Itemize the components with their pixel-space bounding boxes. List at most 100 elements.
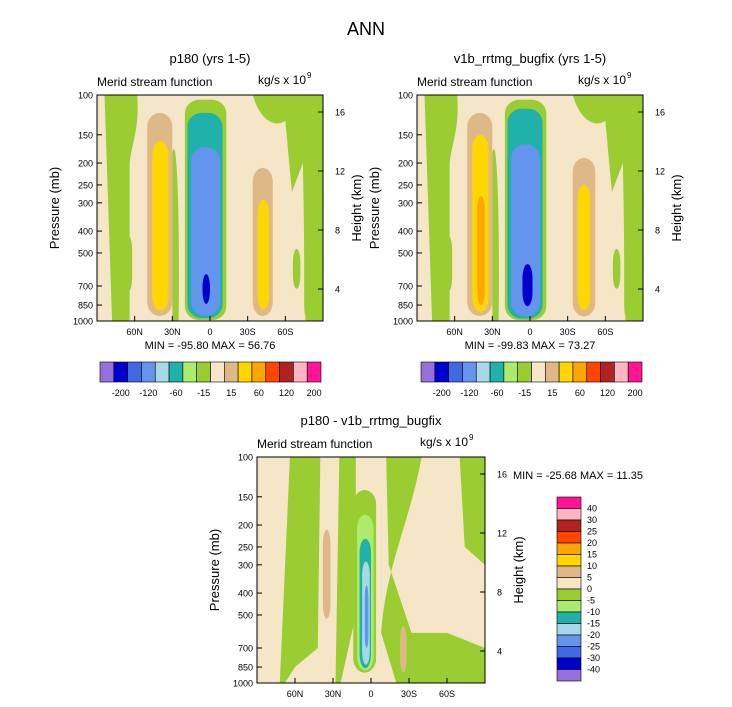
pressure-tick-label: 200	[398, 159, 413, 169]
colorbar-swatch	[556, 554, 582, 567]
colorbar-swatch	[127, 361, 142, 383]
colorbar-swatch	[556, 634, 582, 647]
contour-cell	[322, 529, 331, 619]
stats-text: MIN = -95.80 MAX = 56.76	[145, 340, 276, 352]
pressure-tick-label: 500	[78, 248, 93, 258]
colorbar-label: 15	[547, 388, 557, 398]
lat-tick-label: 60S	[439, 689, 455, 699]
pressure-tick-label: 200	[238, 521, 253, 531]
colorbar-swatch	[141, 361, 156, 383]
contour-region	[172, 148, 179, 321]
y2-axis-label: Height (km)	[511, 536, 526, 603]
contour-cell	[522, 264, 533, 307]
panel-subtitle: Merid stream function	[417, 75, 532, 89]
colorbar-label: -5	[587, 596, 595, 606]
contour-field	[257, 457, 485, 683]
panel-title: v1b_rrtmg_bugfix (yrs 1-5)	[454, 51, 606, 66]
pressure-tick-label: 400	[238, 589, 253, 599]
colorbar-swatch	[556, 531, 582, 544]
contour-cell	[257, 199, 270, 310]
colorbar-label: 20	[587, 538, 597, 548]
panel-title: p180 - v1b_rrtmg_bugfix	[301, 413, 442, 428]
panel-2: v1b_rrtmg_bugfix (yrs 1-5) Merid stream f…	[367, 51, 684, 398]
panel-units-exponent: 9	[307, 71, 312, 80]
colorbar-label: 60	[254, 388, 264, 398]
colorbar-swatch	[556, 577, 582, 590]
colorbar-swatch	[627, 361, 643, 383]
contour-cell	[152, 141, 169, 311]
colorbar-swatch	[434, 361, 449, 383]
colorbar-label: -15	[587, 619, 600, 629]
pressure-tick-label: 300	[398, 198, 413, 208]
colorbar-swatch	[475, 361, 491, 383]
pressure-tick-label: 150	[238, 492, 253, 502]
colorbar-label: 40	[587, 504, 597, 514]
height-tick-label: 4	[497, 647, 502, 657]
panels: p180 (yrs 1-5) Merid stream function kg/s …	[47, 51, 684, 699]
colorbar-swatch	[556, 542, 582, 555]
height-tick-label: 16	[335, 108, 345, 118]
panel-units-exponent: 9	[627, 71, 632, 80]
pressure-tick-label: 300	[238, 560, 253, 570]
colorbar-label: -200	[112, 388, 130, 398]
contour-region	[417, 95, 433, 321]
colorbar-label: 30	[587, 515, 597, 525]
contour-cell	[511, 144, 541, 317]
colorbar-swatch	[154, 361, 170, 383]
colorbar-swatch	[531, 361, 546, 383]
height-tick-label: 4	[335, 285, 340, 295]
pressure-tick-label: 1000	[73, 317, 93, 327]
stats-text: MIN = -25.68 MAX = 11.35	[513, 470, 643, 482]
stats-text: MIN = -99.83 MAX = 73.27	[465, 340, 596, 352]
panel-subtitle: Merid stream function	[97, 75, 212, 89]
colorbar-label: 0	[587, 584, 592, 594]
colorbar-swatch	[99, 361, 115, 383]
height-tick-label: 8	[497, 588, 502, 598]
y-axis-label: Pressure (mb)	[367, 167, 382, 249]
colorbar-label: 5	[587, 573, 592, 583]
figure-title: ANN	[347, 19, 385, 39]
contour-region	[459, 457, 485, 565]
colorbar-swatch	[572, 361, 588, 383]
pressure-tick-label: 100	[78, 91, 93, 101]
pressure-tick-label: 700	[398, 281, 413, 291]
pressure-tick-label: 250	[78, 180, 93, 190]
colorbar-label: -120	[139, 388, 157, 398]
colorbar-label: 15	[226, 388, 236, 398]
colorbar-label: 60	[575, 388, 585, 398]
colorbar-swatch	[224, 361, 239, 383]
contour-cell	[444, 235, 453, 292]
lat-tick-label: 30S	[401, 689, 417, 699]
colorbar-label: -60	[169, 388, 182, 398]
panel-title: p180 (yrs 1-5)	[170, 51, 251, 66]
lat-tick-label: 0	[368, 689, 373, 699]
panel-3: p180 - v1b_rrtmg_bugfix Merid stream func…	[207, 413, 643, 699]
colorbar-swatch	[586, 361, 601, 383]
panel-units: kg/s x 10	[420, 435, 468, 449]
contour-field	[417, 95, 643, 321]
colorbar-label: 10	[587, 561, 597, 571]
colorbar-swatch	[237, 361, 253, 383]
lat-tick-label: 60N	[126, 327, 143, 337]
colorbar-label: 200	[628, 388, 643, 398]
colorbar-label: 15	[587, 550, 597, 560]
colorbar-swatch	[556, 565, 582, 578]
colorbar-swatch	[279, 361, 294, 383]
contour-region	[335, 457, 356, 683]
contour-field	[97, 95, 323, 321]
pressure-tick-label: 150	[398, 130, 413, 140]
contour-region	[279, 457, 321, 683]
colorbar-swatch	[306, 361, 322, 383]
colorbar-swatch	[168, 361, 184, 383]
contour-cell	[364, 585, 369, 648]
pressure-tick-label: 250	[398, 180, 413, 190]
colorbar-swatch	[545, 361, 560, 383]
lat-tick-label: 30S	[560, 327, 576, 337]
pressure-tick-label: 200	[78, 159, 93, 169]
contour-cell	[202, 274, 210, 304]
pressure-tick-label: 850	[238, 663, 253, 673]
pressure-tick-label: 1000	[393, 317, 413, 327]
lat-tick-label: 60N	[446, 327, 463, 337]
